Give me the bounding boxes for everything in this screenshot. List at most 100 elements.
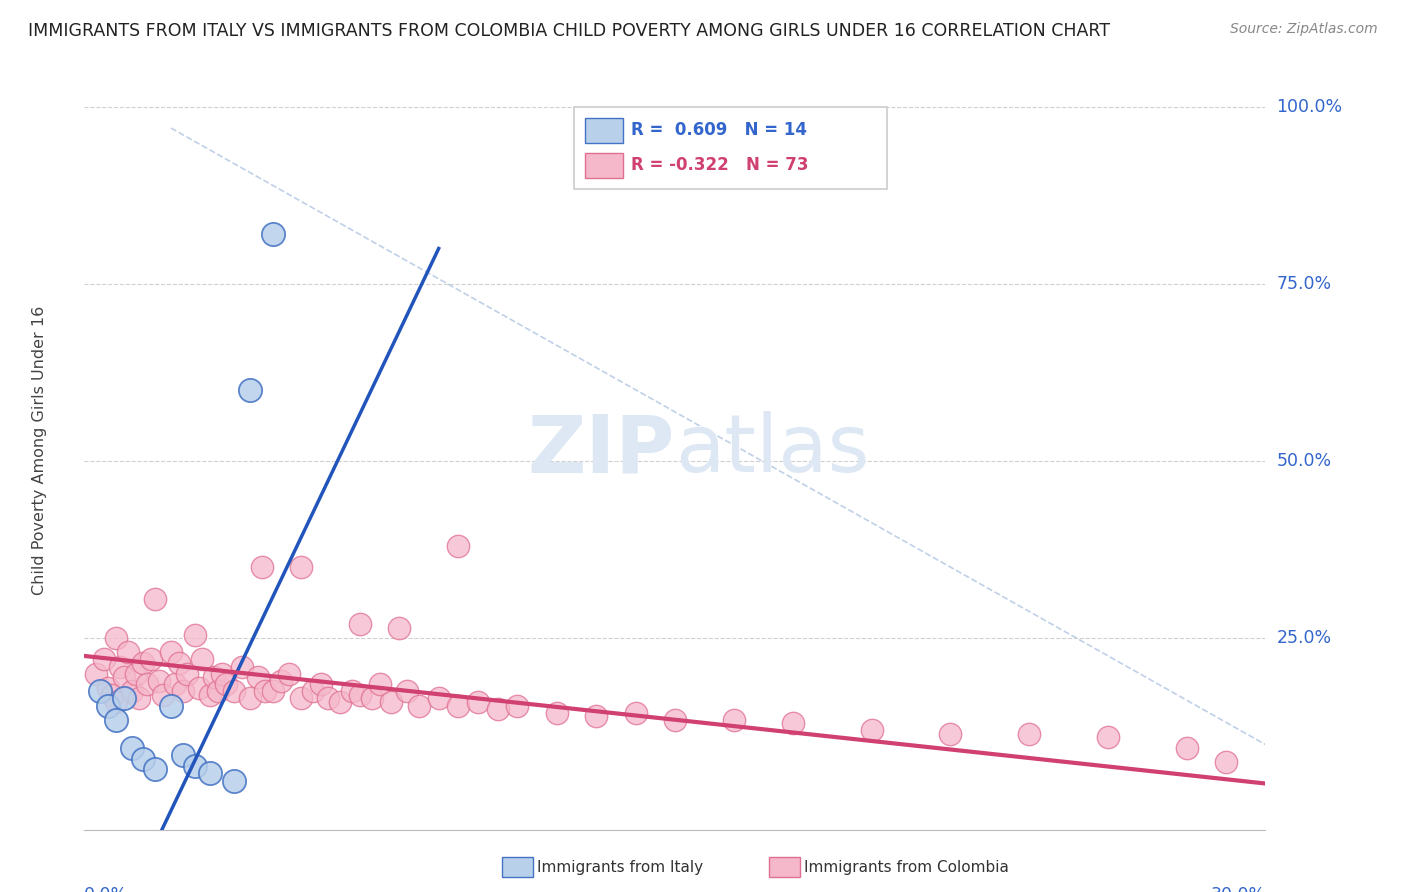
Text: IMMIGRANTS FROM ITALY VS IMMIGRANTS FROM COLOMBIA CHILD POVERTY AMONG GIRLS UNDE: IMMIGRANTS FROM ITALY VS IMMIGRANTS FROM…	[28, 22, 1111, 40]
Point	[1018, 727, 1040, 741]
Point	[84, 666, 107, 681]
Text: 100.0%: 100.0%	[1277, 98, 1343, 116]
Point	[141, 652, 163, 666]
Point	[211, 666, 233, 681]
Point	[427, 691, 450, 706]
Point	[239, 383, 262, 397]
Point	[93, 652, 115, 666]
Point	[254, 684, 277, 698]
Point	[860, 723, 883, 738]
Text: Immigrants from Colombia: Immigrants from Colombia	[804, 860, 1010, 874]
Point	[664, 713, 686, 727]
Point	[200, 688, 222, 702]
Point	[506, 698, 529, 713]
Point	[585, 709, 607, 723]
Point	[148, 673, 170, 688]
Point	[546, 706, 568, 720]
Text: atlas: atlas	[675, 411, 869, 490]
Point	[160, 645, 183, 659]
Text: Child Poverty Among Girls Under 16: Child Poverty Among Girls Under 16	[32, 306, 46, 595]
Text: R =  0.609   N = 14: R = 0.609 N = 14	[631, 121, 807, 139]
Point	[89, 684, 111, 698]
Point	[187, 681, 209, 695]
Point	[624, 706, 647, 720]
Point	[136, 677, 159, 691]
Point	[301, 684, 323, 698]
Point	[112, 691, 135, 706]
Point	[97, 698, 120, 713]
Point	[222, 684, 245, 698]
Point	[396, 684, 419, 698]
Point	[262, 227, 284, 242]
Point	[1175, 741, 1198, 756]
Point	[368, 677, 391, 691]
Point	[183, 628, 205, 642]
Point	[723, 713, 745, 727]
Point	[132, 656, 155, 670]
Point	[447, 539, 470, 553]
Point	[388, 621, 411, 635]
Text: 30.0%: 30.0%	[1211, 887, 1265, 892]
Point	[172, 684, 194, 698]
Point	[167, 656, 190, 670]
Point	[340, 684, 363, 698]
Point	[349, 617, 371, 632]
Point	[1215, 756, 1237, 770]
Point	[329, 695, 352, 709]
Point	[121, 741, 143, 756]
Point	[128, 691, 150, 706]
Point	[101, 688, 124, 702]
Point	[309, 677, 332, 691]
Point	[163, 677, 186, 691]
Point	[97, 681, 120, 695]
Point	[121, 684, 143, 698]
Point	[172, 748, 194, 763]
Point	[250, 560, 273, 574]
Point	[143, 592, 166, 607]
Text: R = -0.322   N = 73: R = -0.322 N = 73	[631, 156, 808, 174]
Point	[380, 695, 402, 709]
Point	[104, 713, 127, 727]
Point	[207, 684, 229, 698]
Point	[486, 702, 509, 716]
Point	[278, 666, 301, 681]
Point	[104, 695, 127, 709]
FancyBboxPatch shape	[575, 107, 887, 189]
Point	[104, 632, 127, 646]
Text: 75.0%: 75.0%	[1277, 275, 1331, 293]
Text: 50.0%: 50.0%	[1277, 452, 1331, 470]
Point	[176, 666, 198, 681]
Point	[408, 698, 430, 713]
Point	[1097, 731, 1119, 745]
Point	[160, 698, 183, 713]
Point	[183, 759, 205, 773]
Text: Immigrants from Italy: Immigrants from Italy	[537, 860, 703, 874]
Point	[270, 673, 292, 688]
Text: 25.0%: 25.0%	[1277, 629, 1331, 648]
Point	[318, 691, 340, 706]
Text: Source: ZipAtlas.com: Source: ZipAtlas.com	[1230, 22, 1378, 37]
FancyBboxPatch shape	[585, 119, 623, 143]
Point	[132, 752, 155, 766]
Point	[112, 670, 135, 684]
Point	[231, 659, 253, 673]
Text: 0.0%: 0.0%	[84, 887, 128, 892]
Point	[447, 698, 470, 713]
Point	[143, 762, 166, 776]
Point	[467, 695, 489, 709]
Point	[782, 716, 804, 731]
Text: ZIP: ZIP	[527, 411, 675, 490]
Point	[108, 659, 131, 673]
Point	[200, 765, 222, 780]
Point	[349, 688, 371, 702]
Point	[215, 677, 238, 691]
FancyBboxPatch shape	[585, 153, 623, 178]
Point	[152, 688, 174, 702]
Point	[290, 691, 312, 706]
Point	[191, 652, 214, 666]
Point	[239, 691, 262, 706]
Point	[117, 645, 139, 659]
Point	[202, 670, 225, 684]
Point	[124, 666, 146, 681]
Point	[360, 691, 382, 706]
